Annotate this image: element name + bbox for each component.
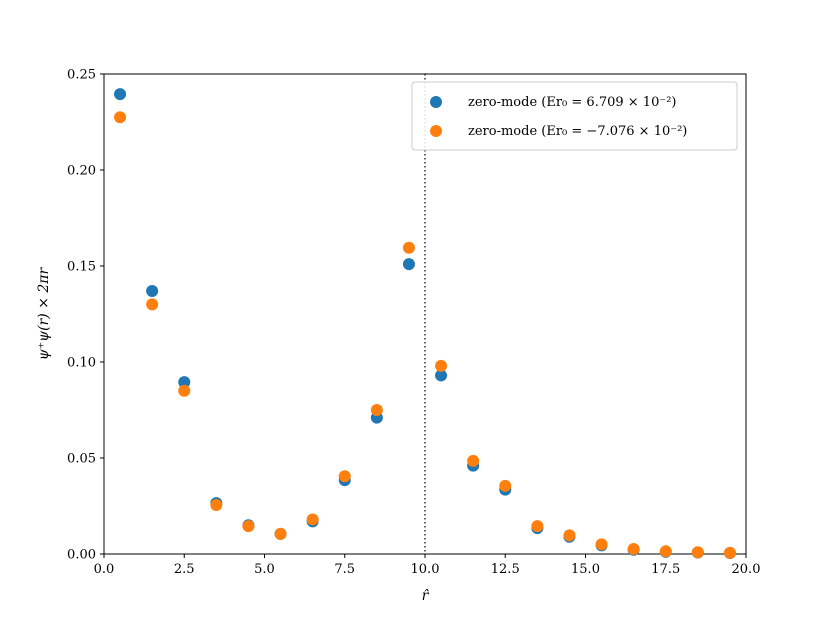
y-tick-label: 0.25 (67, 68, 96, 83)
data-point-series-2 (210, 499, 223, 512)
x-tick-label: 12.5 (491, 562, 520, 577)
data-point-series-2 (114, 111, 127, 124)
data-point-series-2 (146, 298, 159, 311)
x-tick-label: 2.5 (174, 562, 195, 577)
legend-label-series-1: zero-mode (Er₀ = 6.709 × 10⁻²) (468, 95, 676, 110)
legend: zero-mode (Er₀ = 6.709 × 10⁻²) zero-mode… (411, 81, 738, 151)
x-axis-label: r̂ (422, 588, 430, 604)
data-point-series-2 (723, 546, 736, 559)
x-tick-label: 10.0 (411, 562, 440, 577)
x-tick-label: 5.0 (254, 562, 275, 577)
x-tick-label: 7.5 (334, 562, 355, 577)
data-point-series-1 (402, 258, 415, 271)
data-point-series-2 (563, 529, 576, 542)
y-tick-label: 0.10 (67, 356, 96, 371)
data-point-series-2 (467, 454, 480, 467)
legend-label-series-2: zero-mode (Er₀ = −7.076 × 10⁻²) (468, 124, 687, 139)
data-point-series-2 (499, 479, 512, 492)
data-point-series-2 (531, 520, 544, 533)
data-point-series-1 (435, 369, 448, 382)
data-point-series-1 (146, 284, 159, 297)
data-point-series-2 (595, 538, 608, 551)
y-tick-label: 0.00 (67, 548, 96, 563)
x-tick-label: 15.0 (571, 562, 600, 577)
legend-frame (411, 81, 738, 151)
y-tick-label: 0.05 (67, 452, 96, 467)
y-tick-label: 0.20 (67, 164, 96, 179)
data-point-series-2 (402, 241, 415, 254)
data-point-series-1 (178, 376, 191, 389)
x-tick-label: 20.0 (732, 562, 761, 577)
data-point-series-2 (435, 359, 448, 372)
data-point-series-2 (370, 404, 383, 416)
data-point-series-2 (627, 543, 640, 556)
x-tick-label: 0.0 (94, 562, 115, 577)
data-point-series-1 (114, 88, 127, 101)
data-point-series-2 (178, 384, 191, 397)
y-tick-label: 0.15 (67, 260, 96, 275)
data-point-series-2 (274, 527, 287, 540)
legend-marker-series-2 (430, 125, 442, 137)
x-tick-label: 17.5 (651, 562, 680, 577)
data-point-series-2 (242, 520, 255, 533)
legend-marker-series-1 (430, 96, 442, 108)
data-point-series-2 (691, 546, 704, 559)
data-point-series-2 (306, 513, 319, 526)
y-axis-label: ψ⁺ψ(r) × 2πr (36, 267, 52, 361)
data-point-series-2 (659, 545, 672, 558)
data-point-series-2 (338, 470, 351, 483)
